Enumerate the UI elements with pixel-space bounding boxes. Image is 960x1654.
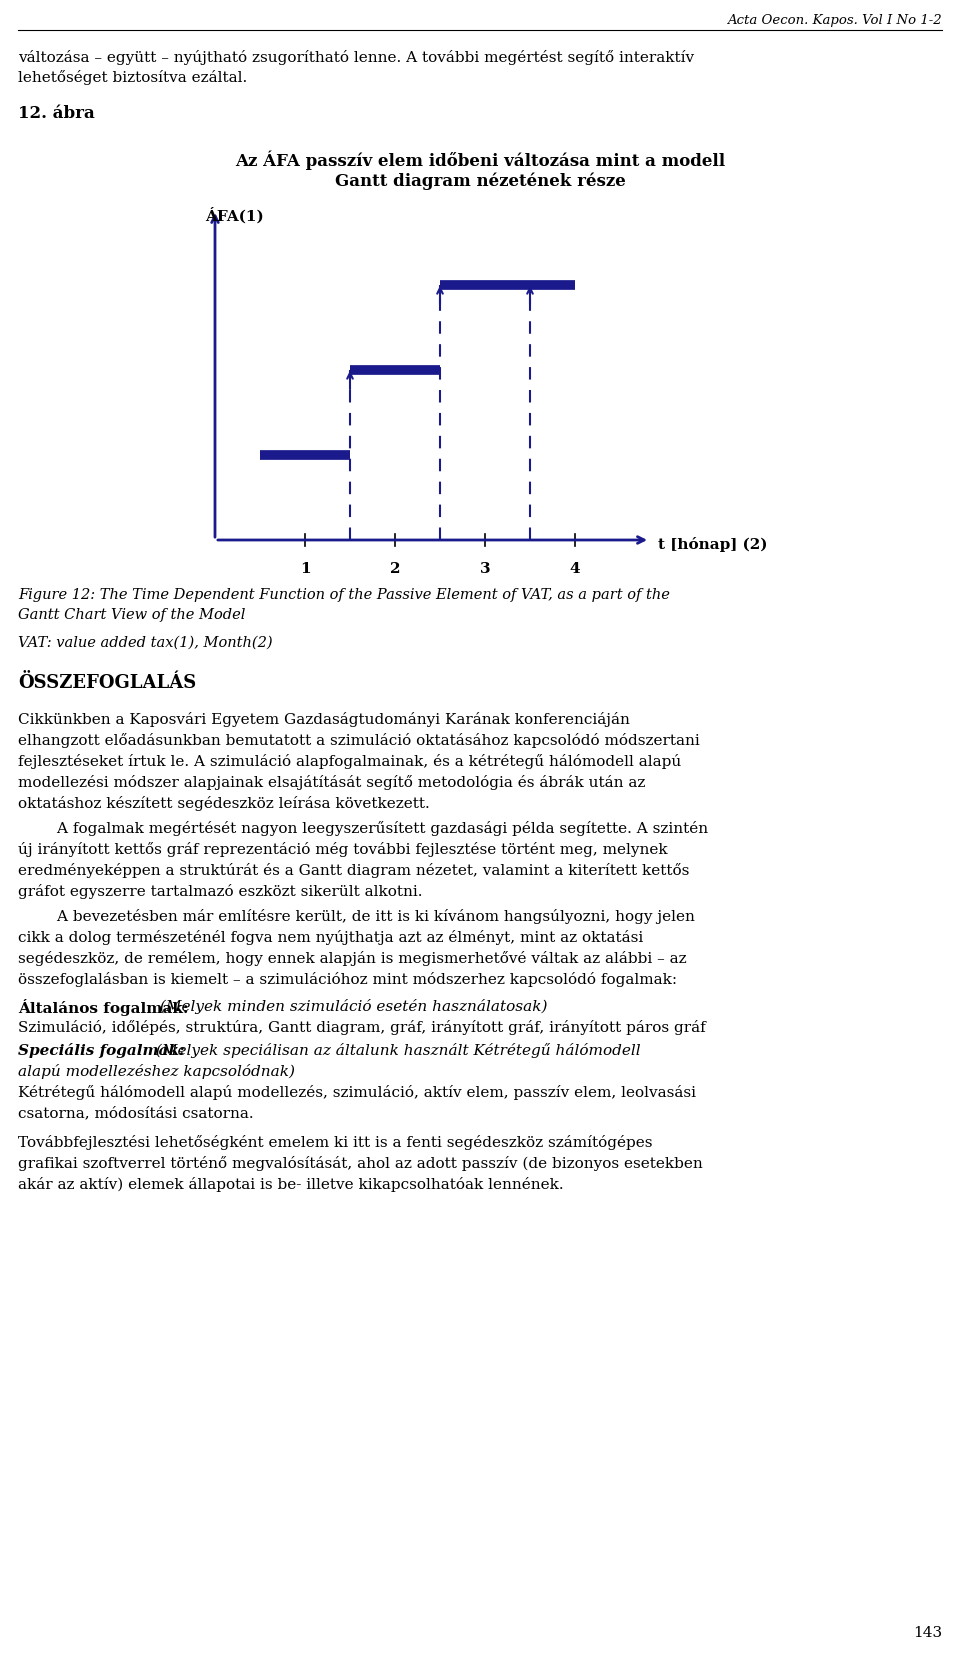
Text: akár az aktív) elemek állapotai is be- illetve kikapcsolhatóak lennének.: akár az aktív) elemek állapotai is be- i… bbox=[18, 1178, 564, 1193]
Text: ÖSSZEFOGLALÁS: ÖSSZEFOGLALÁS bbox=[18, 673, 196, 691]
Text: A bevezetésben már említésre került, de itt is ki kívánom hangsúlyozni, hogy jel: A bevezetésben már említésre került, de … bbox=[18, 910, 695, 925]
Text: Speciális fogalmak:: Speciális fogalmak: bbox=[18, 1044, 184, 1059]
Text: segédeszköz, de remélem, hogy ennek alapján is megismerhetővé váltak az alábbi –: segédeszköz, de remélem, hogy ennek alap… bbox=[18, 951, 686, 966]
Text: oktatáshoz készített segédeszköz leírása következett.: oktatáshoz készített segédeszköz leírása… bbox=[18, 796, 430, 810]
Text: Továbbfejlesztési lehetőségként emelem ki itt is a fenti segédeszköz számítógépe: Továbbfejlesztési lehetőségként emelem k… bbox=[18, 1135, 653, 1150]
Text: Általános fogalmak:: Általános fogalmak: bbox=[18, 999, 188, 1016]
Text: 4: 4 bbox=[569, 562, 580, 576]
Text: (Melyek speciálisan az általunk használt Kétrétegű hálómodell: (Melyek speciálisan az általunk használt… bbox=[151, 1044, 640, 1059]
Text: Szimuláció, időlépés, struktúra, Gantt diagram, gráf, irányított gráf, irányítot: Szimuláció, időlépés, struktúra, Gantt d… bbox=[18, 1021, 706, 1035]
Text: VAT: value added tax(1), Month(2): VAT: value added tax(1), Month(2) bbox=[18, 637, 273, 650]
Text: csatorna, módosítási csatorna.: csatorna, módosítási csatorna. bbox=[18, 1107, 253, 1120]
Text: A fogalmak megértését nagyon leegyszerűsített gazdasági példa segítette. A szint: A fogalmak megértését nagyon leegyszerűs… bbox=[18, 820, 708, 835]
Text: Cikkünkben a Kaposvári Egyetem Gazdaságtudományi Karának konferenciáján: Cikkünkben a Kaposvári Egyetem Gazdaságt… bbox=[18, 711, 630, 728]
Text: Az ÁFA passzív elem időbeni változása mint a modell: Az ÁFA passzív elem időbeni változása mi… bbox=[235, 151, 725, 169]
Text: cikk a dolog természeténél fogva nem nyújthatja azt az élményt, mint az oktatási: cikk a dolog természeténél fogva nem nyú… bbox=[18, 930, 643, 944]
Text: 3: 3 bbox=[480, 562, 491, 576]
Text: Acta Oecon. Kapos. Vol I No 1-2: Acta Oecon. Kapos. Vol I No 1-2 bbox=[728, 13, 942, 26]
Text: Kétrétegű hálómodell alapú modellezés, szimuláció, aktív elem, passzív elem, leo: Kétrétegű hálómodell alapú modellezés, s… bbox=[18, 1085, 696, 1100]
Text: 2: 2 bbox=[390, 562, 400, 576]
Text: modellezési módszer alapjainak elsajátítását segítő metodológia és ábrák után az: modellezési módszer alapjainak elsajátít… bbox=[18, 776, 645, 791]
Text: új irányított kettős gráf reprezentáció még további fejlesztése történt meg, mel: új irányított kettős gráf reprezentáció … bbox=[18, 842, 667, 857]
Text: eredményeképpen a struktúrát és a Gantt diagram nézetet, valamint a kiterített k: eredményeképpen a struktúrát és a Gantt … bbox=[18, 863, 689, 878]
Text: grafikai szoftverrel történő megvalósítását, ahol az adott passzív (de bizonyos : grafikai szoftverrel történő megvalósítá… bbox=[18, 1156, 703, 1171]
Text: alapú modellezéshez kapcsolódnak): alapú modellezéshez kapcsolódnak) bbox=[18, 1064, 295, 1078]
Text: Figure 12: The Time Dependent Function of the Passive Element of VAT, as a part : Figure 12: The Time Dependent Function o… bbox=[18, 589, 670, 602]
Text: ÁFA(1): ÁFA(1) bbox=[205, 207, 264, 223]
Text: t [hónap] (2): t [hónap] (2) bbox=[658, 538, 767, 552]
Text: 143: 143 bbox=[913, 1626, 942, 1641]
Text: Gantt diagram nézetének része: Gantt diagram nézetének része bbox=[335, 172, 625, 190]
Text: 1: 1 bbox=[300, 562, 310, 576]
Text: összefoglalásban is kiemelt – a szimulációhoz mint módszerhez kapcsolódó fogalma: összefoglalásban is kiemelt – a szimulác… bbox=[18, 973, 677, 987]
Text: Gantt Chart View of the Model: Gantt Chart View of the Model bbox=[18, 609, 246, 622]
Text: változása – együtt – nyújtható zsugorítható lenne. A további megértést segítő in: változása – együtt – nyújtható zsugoríth… bbox=[18, 50, 694, 65]
Text: 12. ábra: 12. ábra bbox=[18, 104, 95, 122]
Text: elhangzott előadásunkban bemutatott a szimuláció oktatásához kapcsolódó módszert: elhangzott előadásunkban bemutatott a sz… bbox=[18, 733, 700, 748]
Text: gráfot egyszerre tartalmazó eszközt sikerült alkotni.: gráfot egyszerre tartalmazó eszközt sike… bbox=[18, 883, 422, 900]
Text: lehetőséget biztosítva ezáltal.: lehetőséget biztosítva ezáltal. bbox=[18, 69, 248, 84]
Text: (Melyek minden szimuláció esetén használatosak): (Melyek minden szimuláció esetén használ… bbox=[155, 999, 547, 1014]
Text: fejlesztéseket írtuk le. A szimuláció alapfogalmainak, és a kétrétegű hálómodell: fejlesztéseket írtuk le. A szimuláció al… bbox=[18, 754, 682, 769]
